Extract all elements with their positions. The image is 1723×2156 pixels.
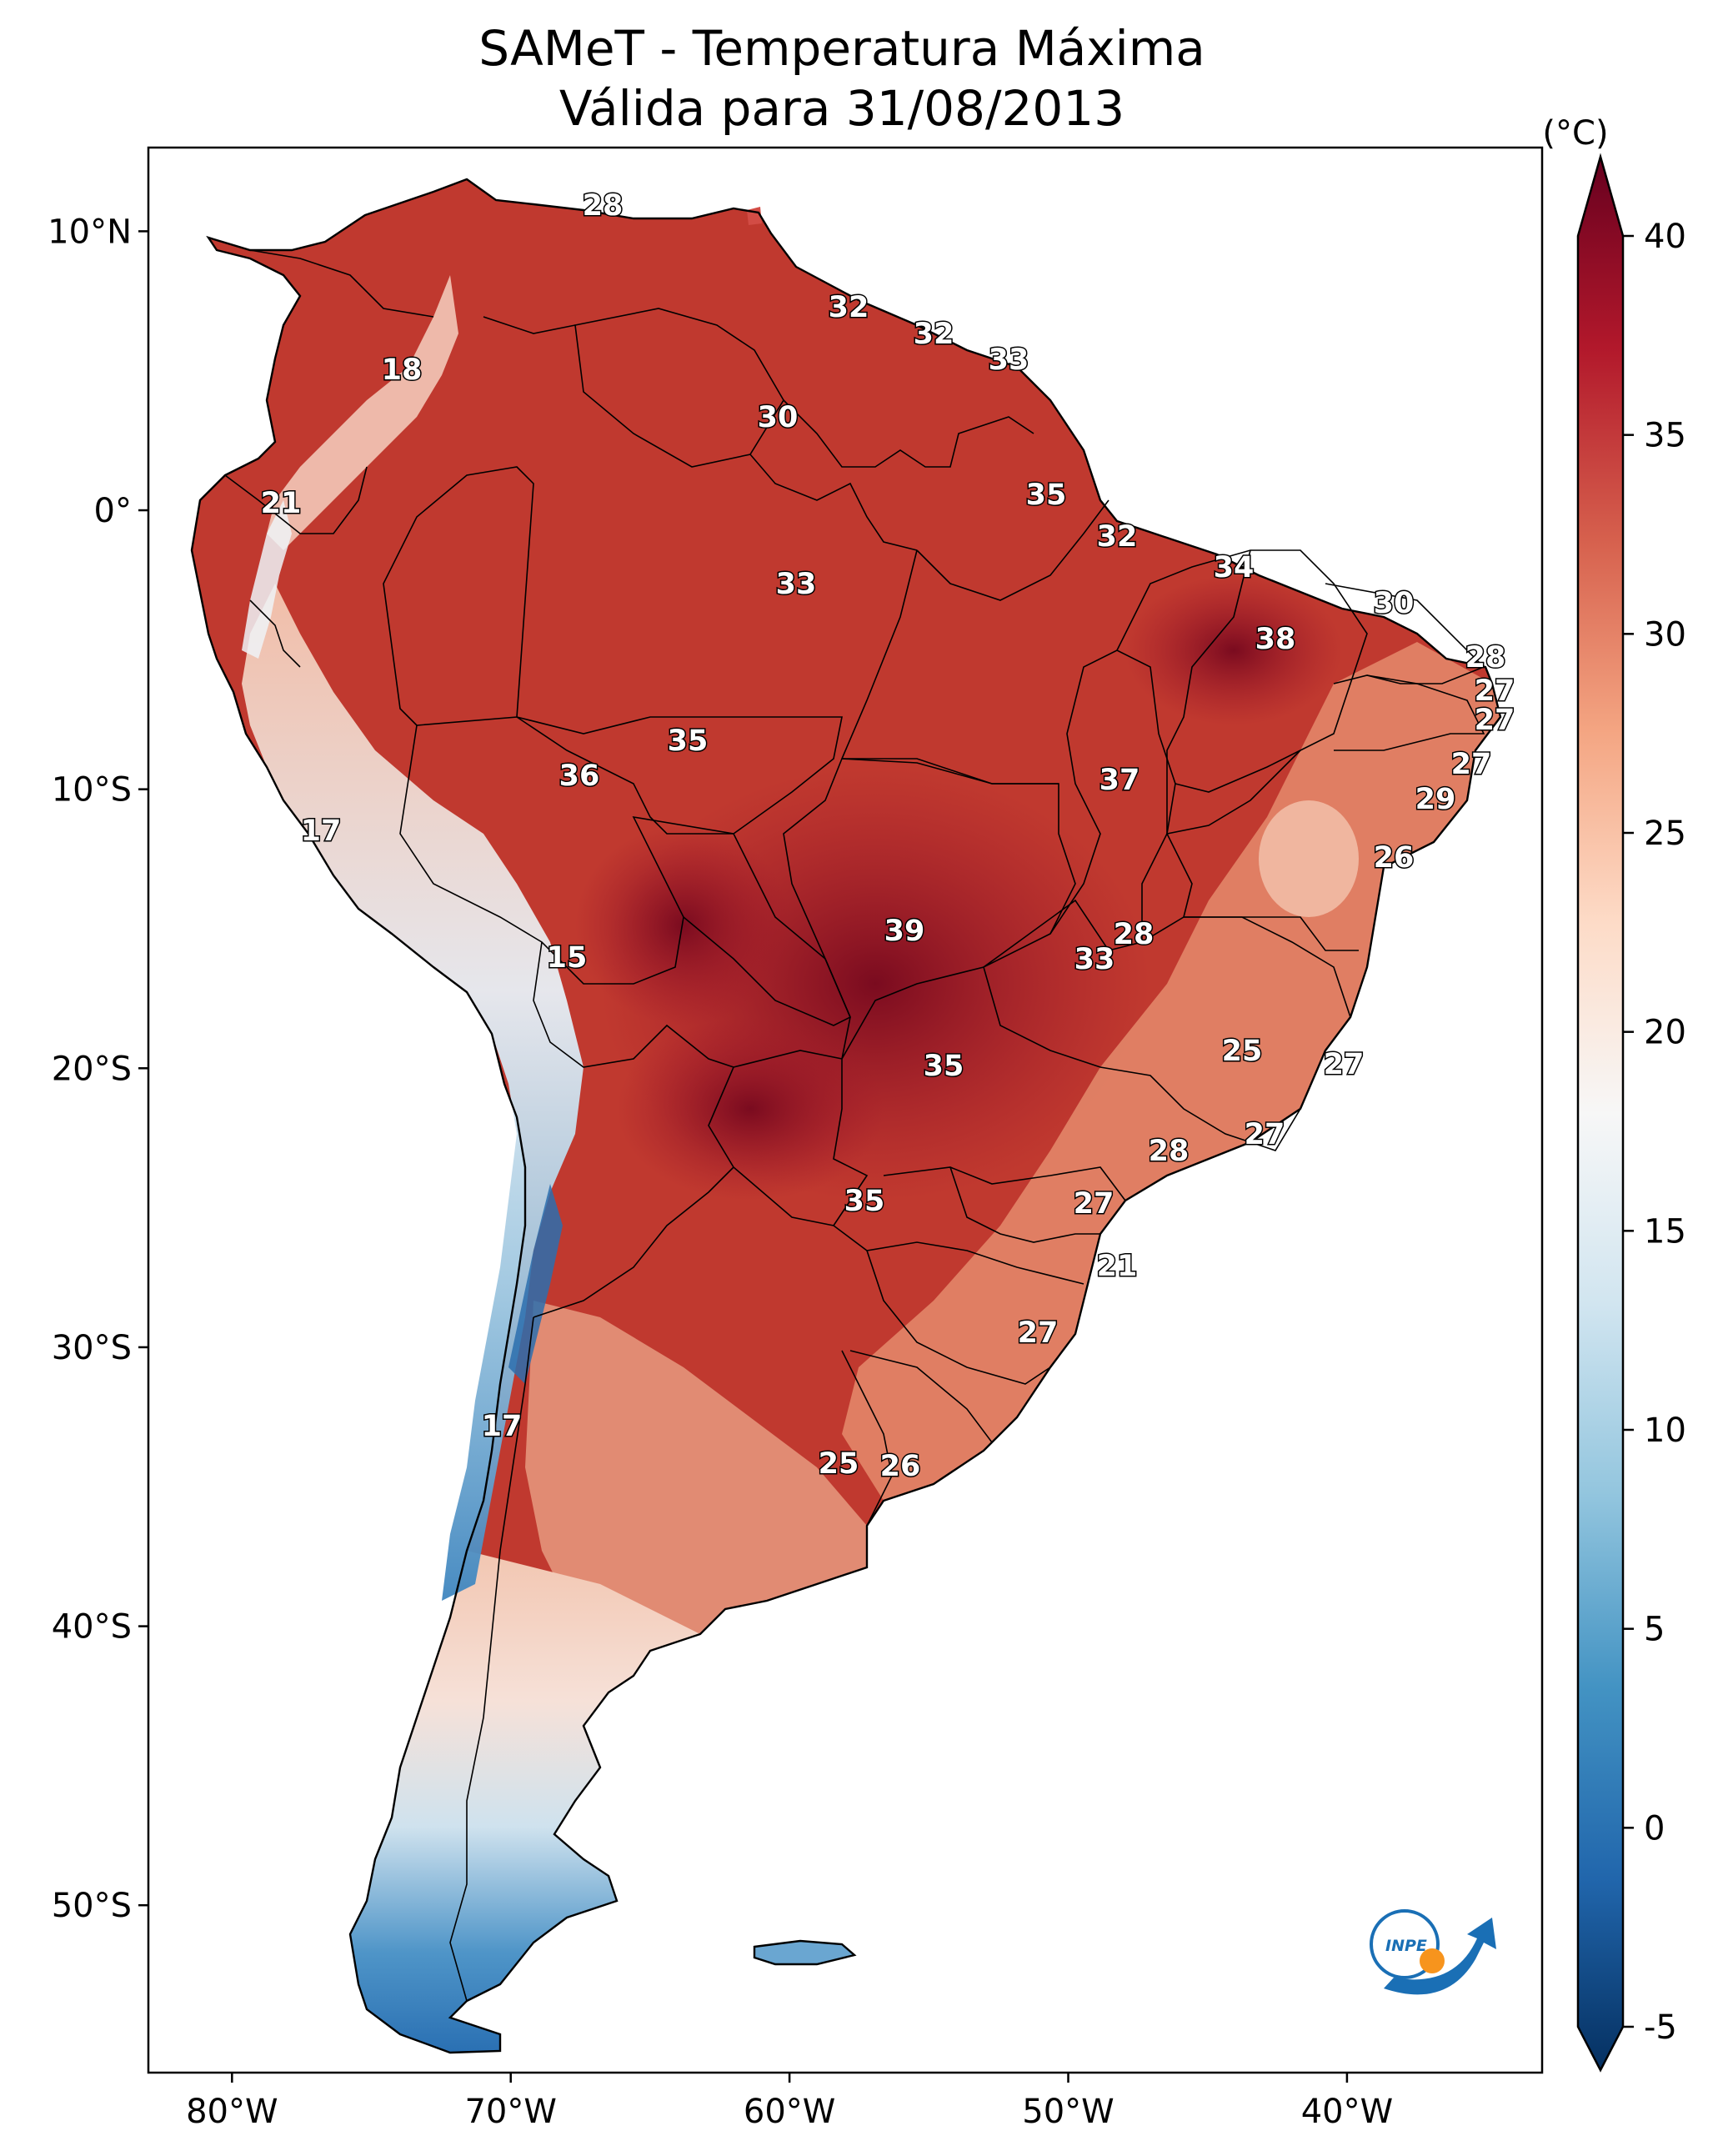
colorbar-ticks: 40 35 30 25 20 15 10 5 0 -5 <box>1623 218 1686 2047</box>
temperature-label: 37 <box>1099 764 1140 797</box>
temperature-label: 29 <box>1415 783 1456 816</box>
temperature-label: 27 <box>1074 1187 1114 1221</box>
bahia-highland-cool <box>1259 800 1359 917</box>
temperature-label: 38 <box>1255 623 1296 656</box>
temperature-label: 33 <box>989 343 1029 377</box>
temperature-label: 33 <box>1074 943 1115 976</box>
colombia-andes-cool <box>267 275 458 550</box>
temperature-label: 27 <box>1475 674 1515 708</box>
temperature-label: 25 <box>819 1447 859 1481</box>
temperature-label: 35 <box>668 725 709 758</box>
temperature-label: 28 <box>1465 641 1506 674</box>
temperature-label: 28 <box>583 189 624 223</box>
temperature-label: 27 <box>1324 1048 1365 1081</box>
map-title-line1: SAMeT - Temperatura Máxima <box>478 20 1205 77</box>
temperature-label: 35 <box>924 1050 964 1083</box>
lat-tick-label: 20°S <box>52 1050 132 1088</box>
lon-tick-label: 60°W <box>744 2093 835 2131</box>
temperature-label: 15 <box>547 941 588 975</box>
temperature-label: 17 <box>301 815 342 848</box>
temperature-label: 34 <box>1214 551 1255 584</box>
temperature-label: 21 <box>261 487 302 520</box>
temperature-label: 36 <box>559 760 600 793</box>
falklands-outline <box>753 1939 857 1966</box>
colorbar-tick-label: -5 <box>1644 2008 1677 2047</box>
lon-tick-label: 70°W <box>464 2093 556 2131</box>
colorbar-tick-label: 40 <box>1644 218 1686 256</box>
andes-cold-strip <box>242 584 584 1601</box>
patagonia-cool-zone <box>350 1551 700 2053</box>
temperature-label: 32 <box>914 318 954 351</box>
temperature-label: 35 <box>1026 479 1067 512</box>
lat-tick-label: 10°N <box>48 213 132 251</box>
coastline <box>190 178 1502 2054</box>
map-title-line2: Válida para 31/08/2013 <box>559 80 1124 137</box>
temperature-label: 27 <box>1451 748 1492 781</box>
colorbar: (°C) 40 35 30 25 20 15 10 5 0 -5 <box>1542 114 1686 2073</box>
hot-zone-chaco <box>617 1017 884 1201</box>
hot-zone-northeast <box>1125 575 1342 725</box>
lat-tick-label: 40°S <box>52 1608 132 1647</box>
colorbar-tick-label: 20 <box>1644 1014 1686 1052</box>
temperature-label: 32 <box>829 291 869 324</box>
latitude-axis: 10°N 0° 10°S 20°S 30°S 40°S 50°S <box>48 213 148 1925</box>
inpe-logo-sun <box>1420 1948 1445 1973</box>
country-borders <box>224 249 1485 2002</box>
colorbar-tick-label: 10 <box>1644 1411 1686 1450</box>
temperature-label: 26 <box>880 1450 921 1483</box>
temperature-label: 30 <box>758 401 799 434</box>
ecuador-andes-cool <box>242 500 292 659</box>
lat-tick-label: 30°S <box>52 1329 132 1367</box>
temperature-label: 27 <box>1245 1118 1285 1151</box>
temperature-label: 17 <box>482 1410 523 1443</box>
lon-tick-label: 50°W <box>1022 2093 1114 2131</box>
lat-tick-label: 0° <box>94 492 132 530</box>
colorbar-tick-label: 30 <box>1644 615 1686 654</box>
temperature-label: 18 <box>382 353 423 387</box>
lat-tick-label: 10°S <box>52 771 132 810</box>
hot-zone-bolivia <box>575 825 792 1025</box>
inpe-logo-arrow <box>1384 1918 1496 1995</box>
falkland-islands <box>754 1941 854 1964</box>
temperature-label: 25 <box>1222 1035 1263 1068</box>
inpe-logo: INPE <box>1370 1909 1496 1995</box>
temperature-label: 30 <box>1374 587 1415 620</box>
inpe-logo-ring <box>1370 1909 1440 1979</box>
lat-tick-label: 50°S <box>52 1887 132 1925</box>
temperature-label: 39 <box>884 915 925 948</box>
lon-tick-label: 40°W <box>1301 2093 1393 2131</box>
temperature-label: 32 <box>1097 520 1138 554</box>
inpe-logo-text: INPE <box>1385 1937 1427 1955</box>
colorbar-tick-label: 0 <box>1644 1809 1665 1848</box>
temperature-label: 26 <box>1374 841 1415 875</box>
temperature-label: 27 <box>1018 1316 1059 1350</box>
colorbar-tick-label: 35 <box>1644 417 1686 455</box>
colorbar-tick-label: 15 <box>1644 1212 1686 1251</box>
colorbar-unit: (°C) <box>1542 114 1608 153</box>
temperature-label: 27 <box>1475 704 1515 737</box>
colorbar-body <box>1576 153 1625 2073</box>
andes-deep-cold <box>508 1184 563 1384</box>
temperature-label: 21 <box>1097 1250 1138 1283</box>
lon-tick-label: 80°W <box>186 2093 278 2131</box>
temperature-label: 28 <box>1149 1135 1190 1168</box>
temperature-label: 33 <box>776 568 817 601</box>
colorbar-tick-label: 5 <box>1644 1611 1665 1649</box>
temperature-label: 28 <box>1114 918 1155 951</box>
temperature-field <box>192 179 1500 2053</box>
pampas-warm-zone <box>525 1301 867 1676</box>
longitude-axis: 80°W 70°W 60°W 50°W 40°W <box>186 2073 1393 2131</box>
temperature-label: 35 <box>844 1185 885 1218</box>
colorbar-tick-label: 25 <box>1644 815 1686 853</box>
